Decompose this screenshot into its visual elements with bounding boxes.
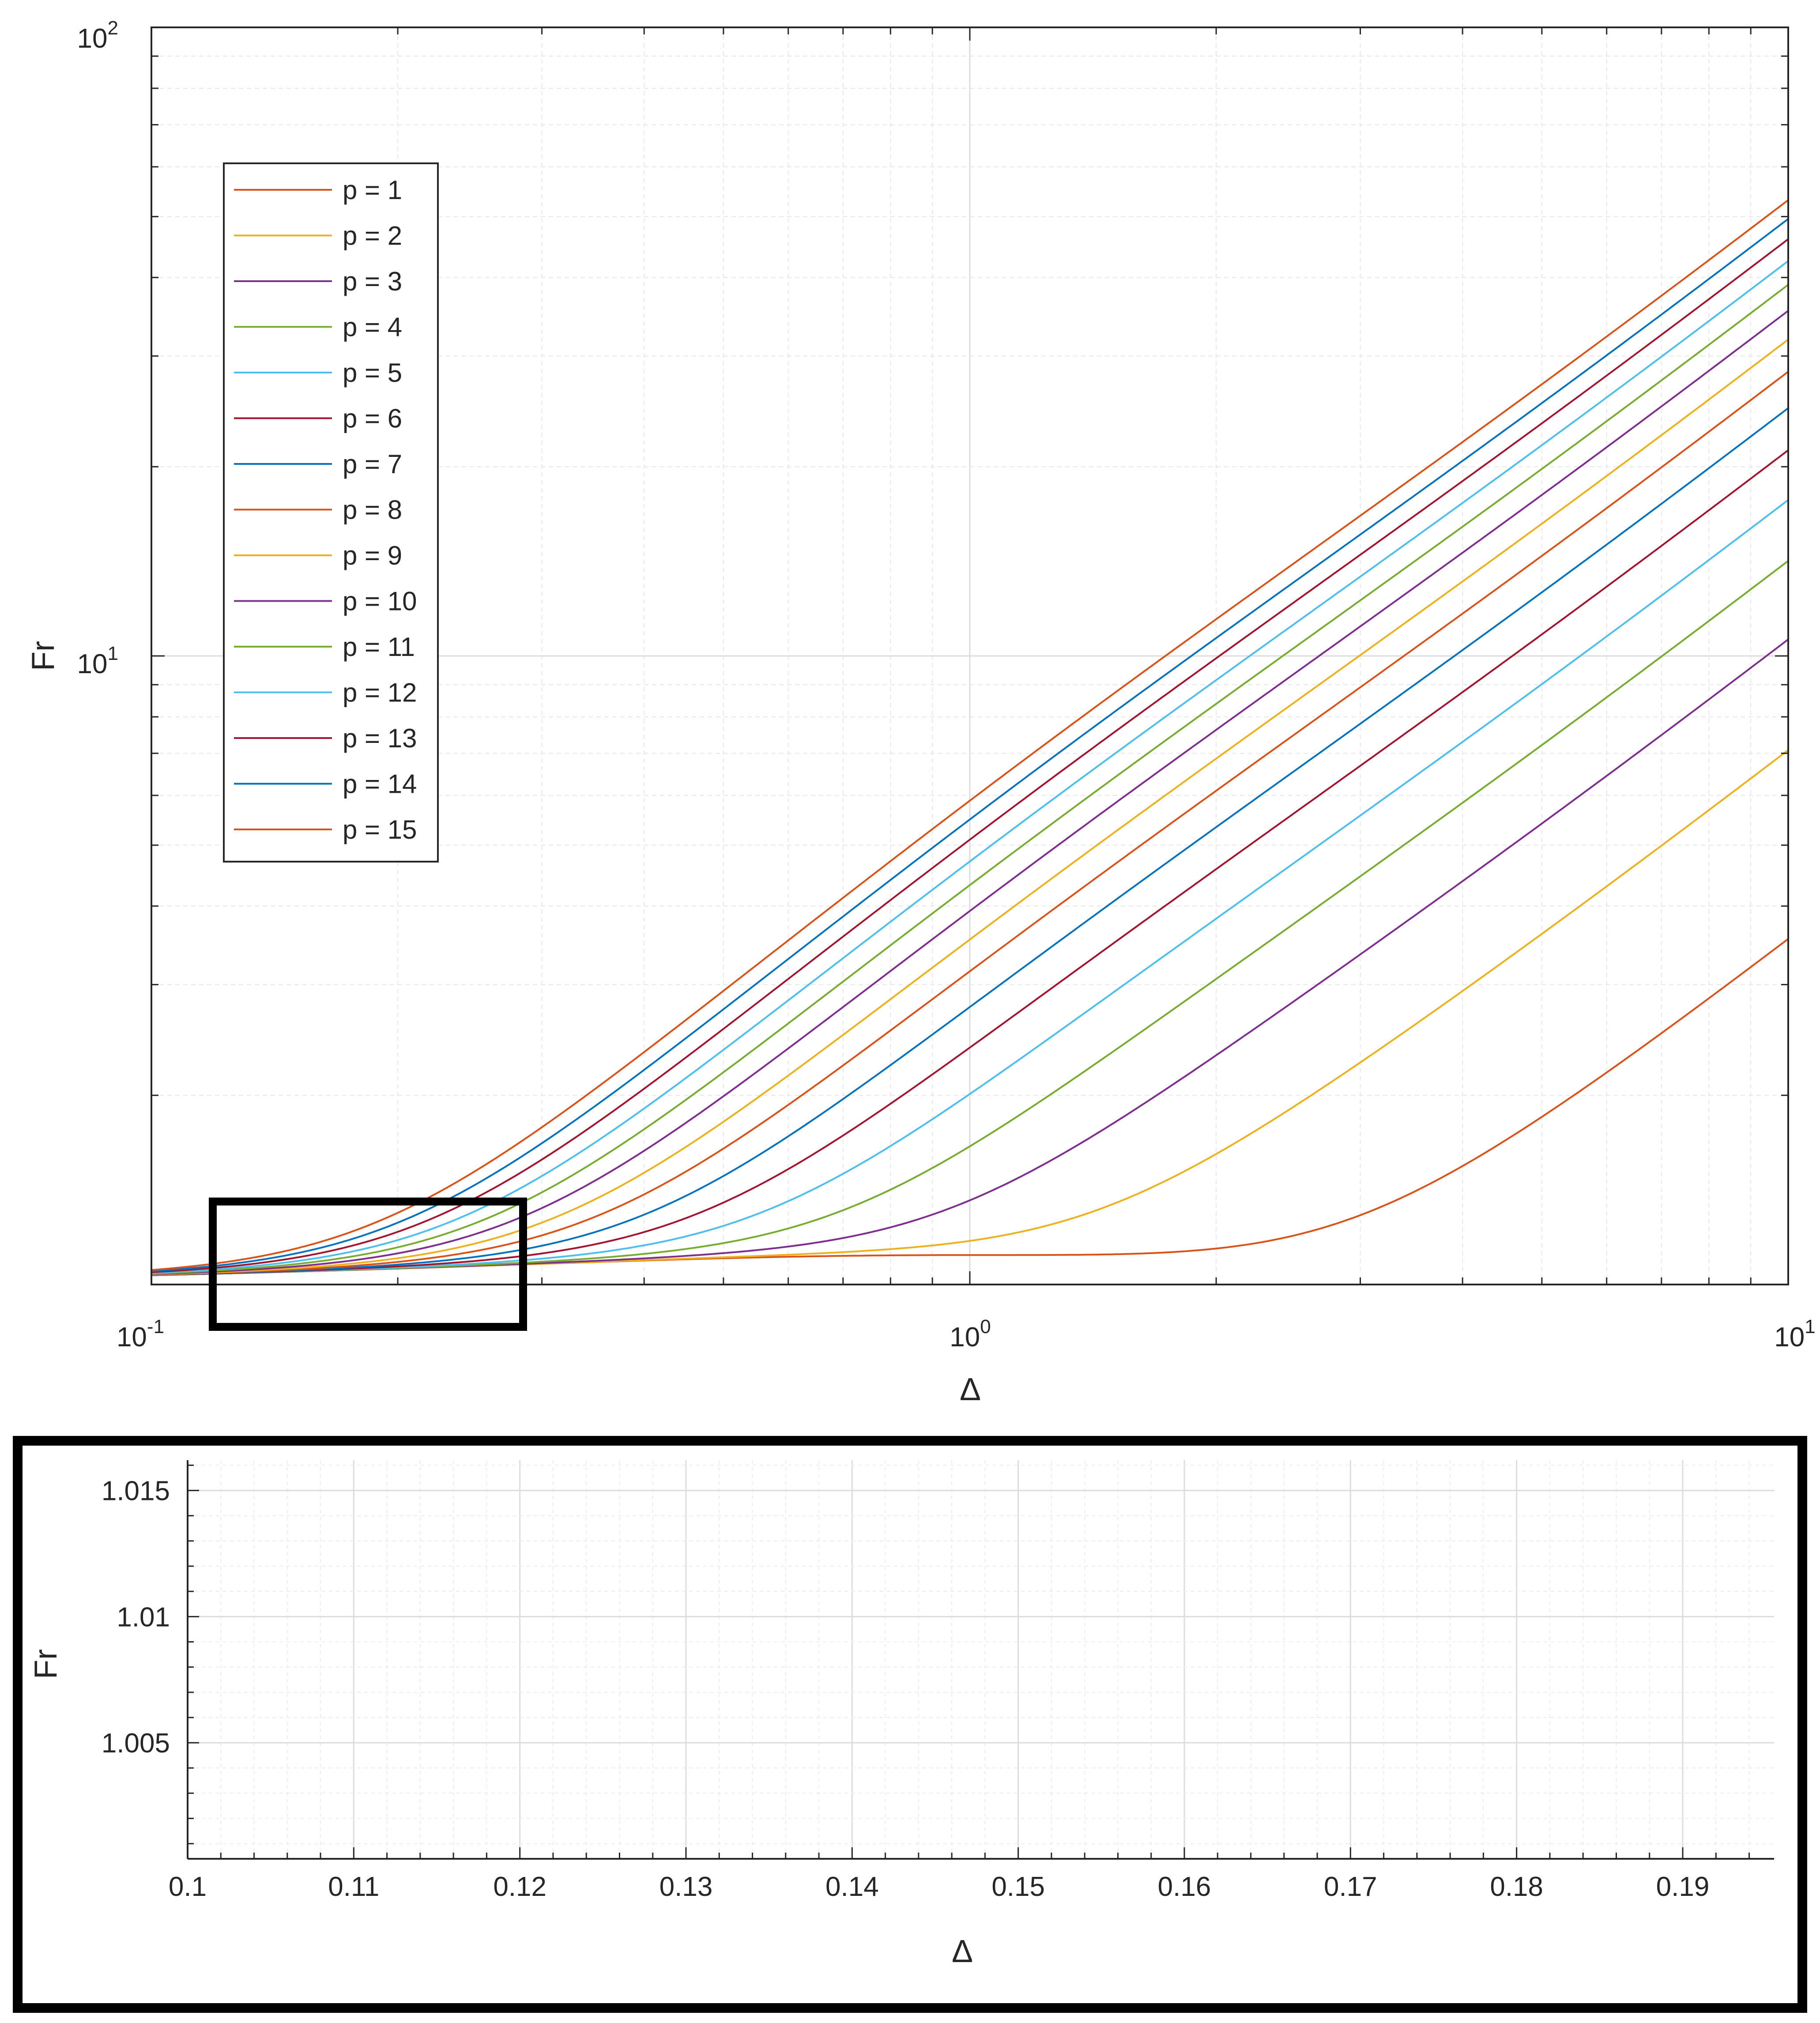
legend-label-p15: p = 15 [343, 815, 417, 844]
main-series-line-p11 [151, 284, 1788, 1275]
legend-label-p3: p = 3 [343, 267, 402, 296]
legend-label-p14: p = 14 [343, 769, 417, 799]
main-series-line-p13 [151, 238, 1788, 1273]
main-series-line-p8 [151, 371, 1788, 1276]
zoom-grid [188, 1460, 1774, 1859]
zoom-x-tick-label: 0.18 [1490, 1872, 1543, 1902]
zoom-x-tick-label: 0.15 [991, 1872, 1045, 1902]
legend-label-p5: p = 5 [343, 358, 402, 388]
zoom-y-tick-label: 1.015 [102, 1476, 170, 1507]
main-y-tick-label: 102 [77, 17, 118, 54]
legend-label-p9: p = 9 [343, 541, 402, 570]
zoom-x-tick-label: 0.16 [1158, 1872, 1211, 1902]
zoom-plot-area [188, 1460, 1774, 1859]
zoom-chart: 0.1 0.11 0.12 0.13 0.14 0.15 0.16 0.17 0.18 0.19 … [13, 1436, 1807, 2013]
main-series-line-p7 [151, 407, 1788, 1276]
zoom-x-tick-label: 0.13 [659, 1872, 713, 1902]
main-y-axis-label: Fr [26, 641, 61, 671]
main-series-line-p9 [151, 339, 1788, 1276]
legend-label-p6: p = 6 [343, 404, 402, 433]
main-x-axis-label: Δ [960, 1372, 981, 1407]
legend-label-p11: p = 11 [343, 632, 415, 662]
main-y-tick-label: 101 [77, 643, 118, 679]
zoom-x-tick-label: 0.14 [825, 1872, 879, 1902]
zoom-x-axis-label: Δ [952, 1934, 973, 1969]
legend-label-p12: p = 12 [343, 678, 417, 708]
zoom-x-tick-label: 0.12 [493, 1872, 546, 1902]
main-ticks [151, 27, 1788, 1285]
main-x-tick-label: 10-1 [117, 1316, 164, 1352]
zoom-y-tick-label: 1.01 [117, 1602, 170, 1632]
main-x-tick-label: 101 [1774, 1316, 1815, 1352]
main-series-line-p10 [151, 310, 1788, 1275]
zoom-y-axis-label: Fr [28, 1649, 64, 1679]
main-series-line-p6 [151, 449, 1788, 1276]
zoom-y-tick-label: 1.005 [102, 1728, 170, 1759]
zoom-x-tick-label: 0.1 [169, 1872, 207, 1902]
main-curves [151, 199, 1788, 1276]
legend-label-p4: p = 4 [343, 313, 402, 342]
zoom-region-indicator [209, 1198, 527, 1331]
main-x-tick-label: 100 [950, 1316, 991, 1352]
main-chart: 101 102 10-1 100 101 Δ Fr p = 1p = 2p = … [26, 17, 1816, 1407]
legend-label-p8: p = 8 [343, 495, 402, 525]
main-series-line-p14 [151, 218, 1788, 1272]
legend-label-p10: p = 10 [343, 587, 417, 616]
zoom-ticks [187, 1464, 1750, 1859]
legend-items: p = 1 p = 2 p = 3 p = 4 p = 5 p = 6 p = 7 p = 8… [234, 175, 417, 844]
main-series-line-p5 [151, 499, 1788, 1276]
zoom-x-tick-labels: 0.1 0.11 0.12 0.13 0.14 0.15 0.16 0.17 0.18 0.19 [169, 1872, 1709, 1902]
legend-label-p1: p = 1 [343, 175, 402, 205]
legend-label-p2: p = 2 [343, 221, 402, 251]
zoom-x-tick-label: 0.11 [328, 1872, 379, 1902]
main-series-line-p12 [151, 260, 1788, 1274]
zoom-y-tick-labels: 1.005 1.01 1.015 [102, 1476, 170, 1759]
legend: p = 1 p = 2 p = 3 p = 4 p = 5 p = 6 p = 7 p = 8… [223, 162, 439, 863]
legend-label-p7: p = 7 [343, 449, 402, 479]
legend-box [223, 162, 439, 863]
zoom-x-tick-label: 0.19 [1656, 1872, 1710, 1902]
zoom-x-tick-label: 0.17 [1324, 1872, 1377, 1902]
legend-label-p13: p = 13 [343, 723, 417, 753]
